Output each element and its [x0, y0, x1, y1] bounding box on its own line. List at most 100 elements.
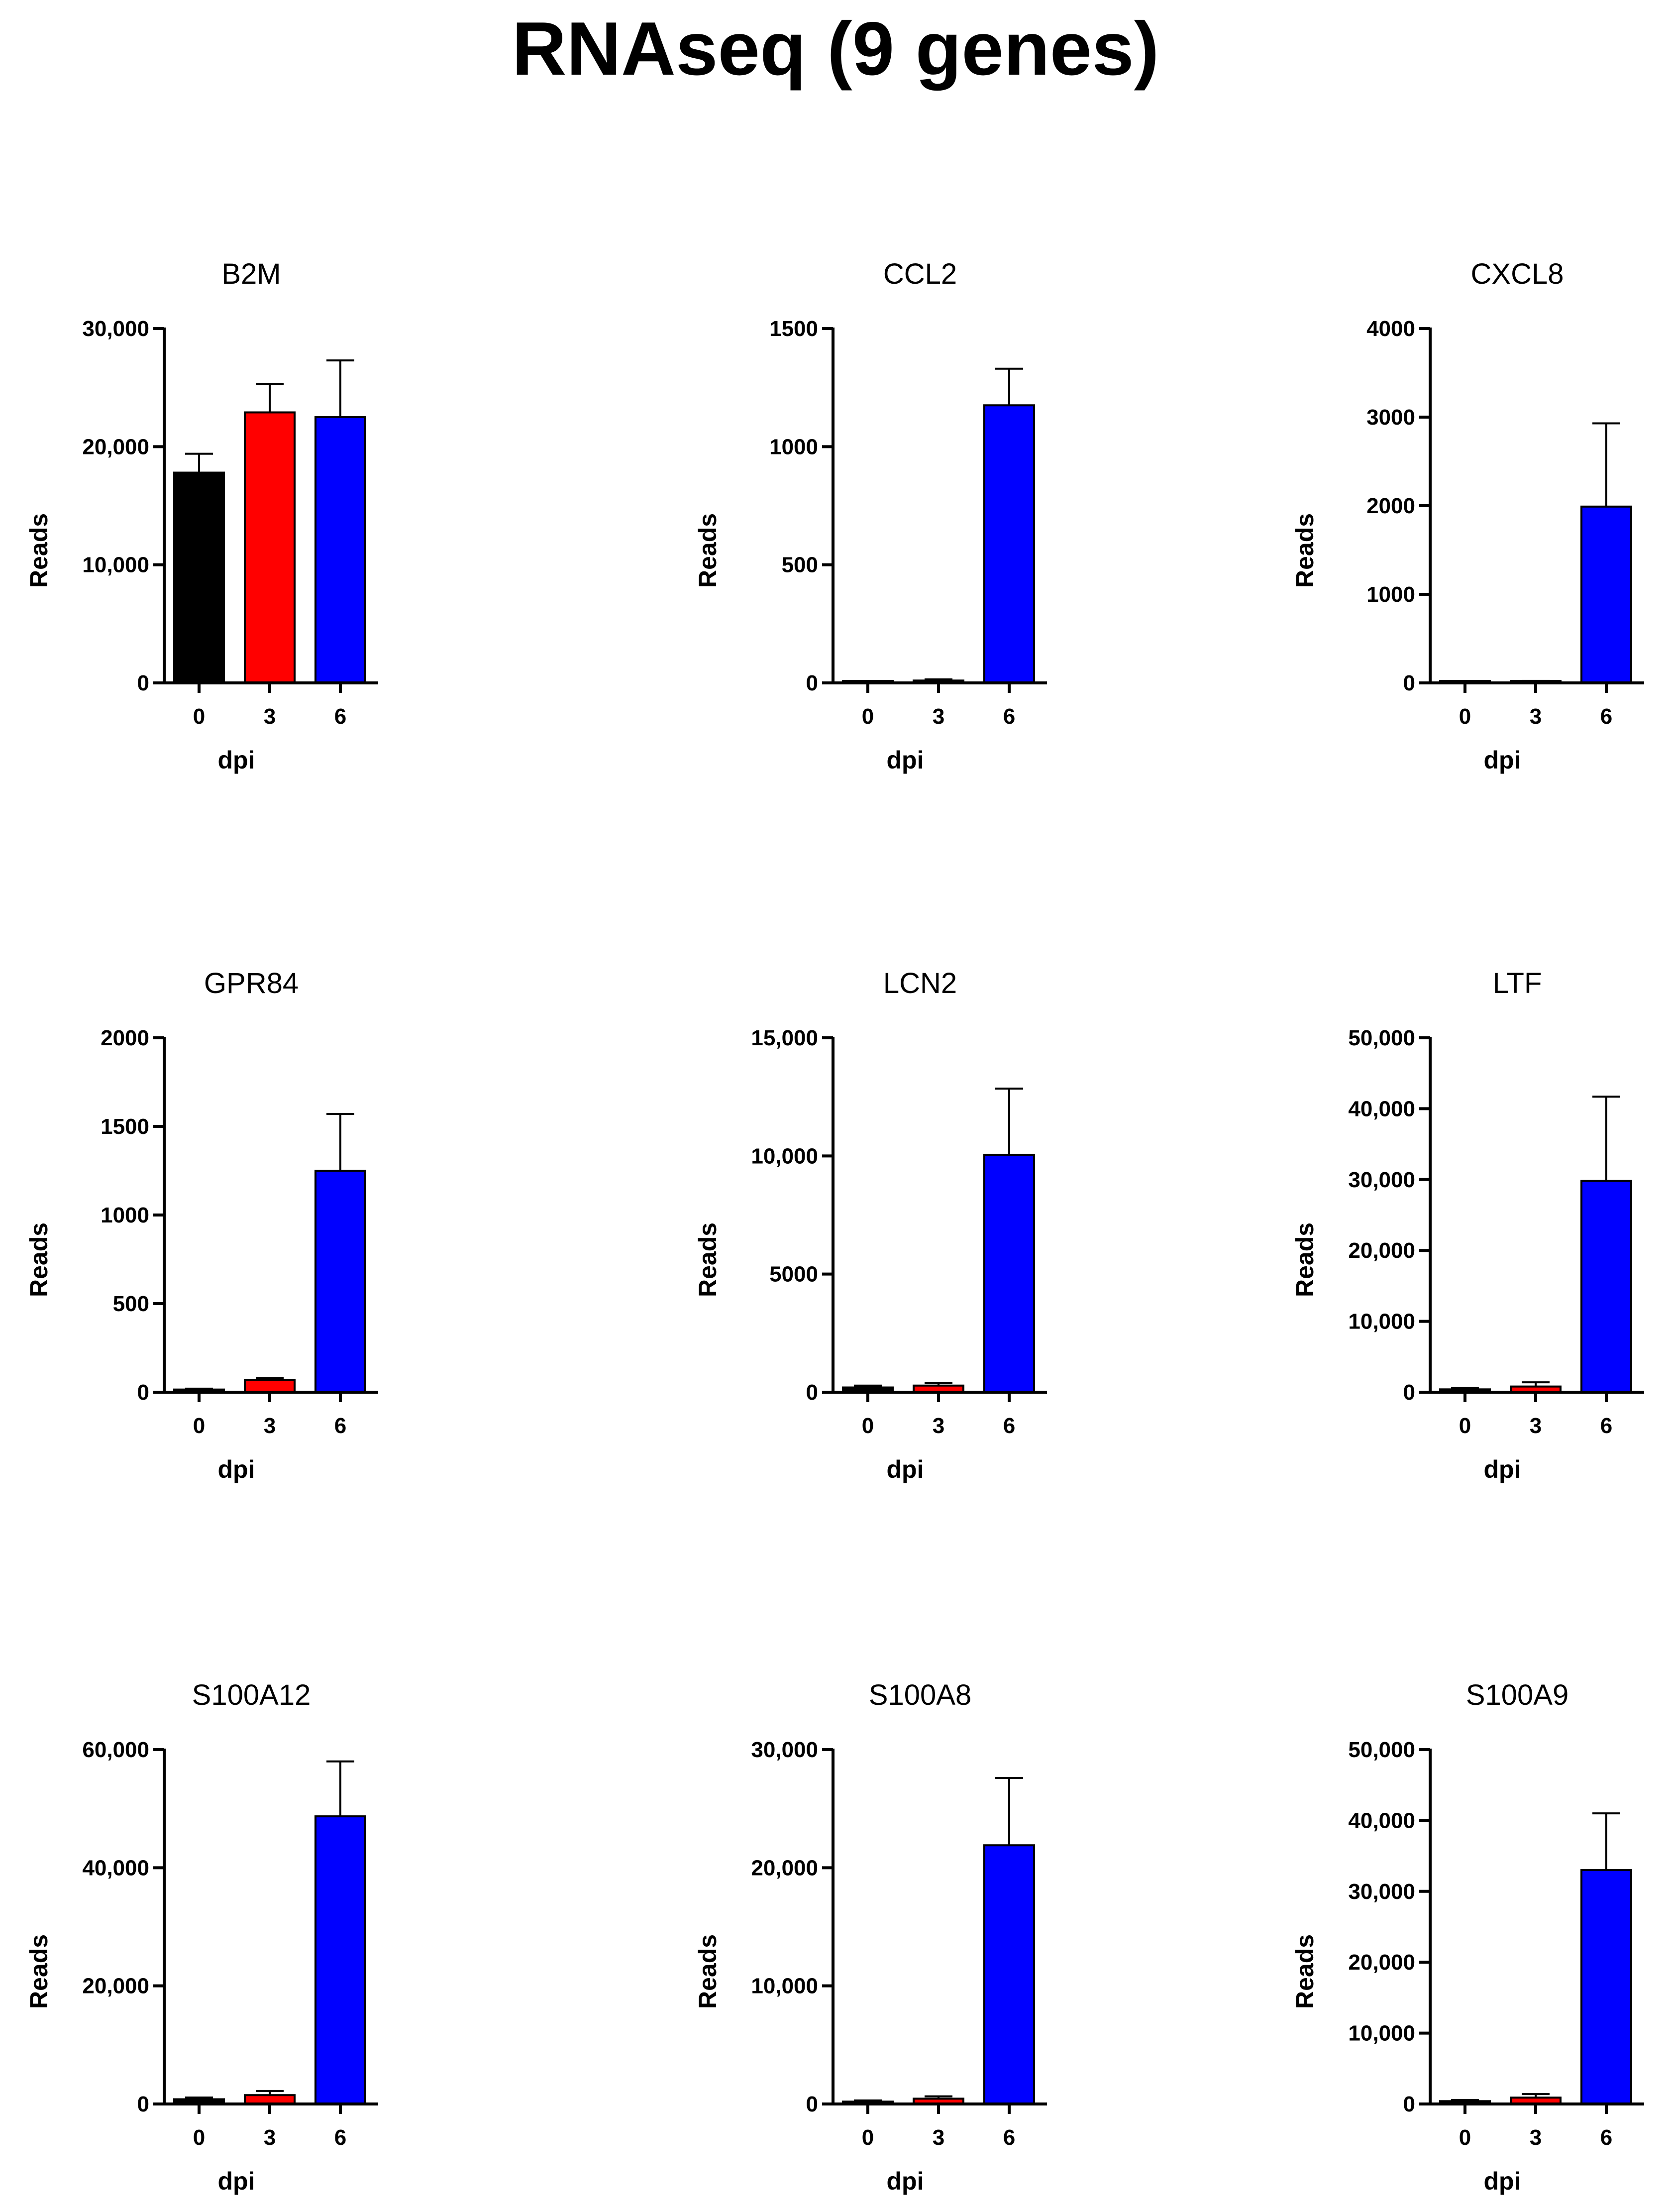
x-axis-label: dpi	[1484, 746, 1521, 774]
y-tick-label: 10,000	[1348, 2021, 1415, 2046]
chart-title: S100A12	[192, 1679, 311, 1711]
chart-s100a8: S100A8 0 10,000 20,000 30,000 0 3 6 dpi Reads	[694, 1679, 1047, 2195]
x-axis-label: dpi	[1484, 1455, 1521, 1483]
y-tick-label: 1500	[101, 1114, 149, 1139]
y-tick-label: 15,000	[751, 1026, 818, 1050]
y-tick-label: 30,000	[1348, 1880, 1415, 1904]
y-axis-label: Reads	[25, 1934, 53, 2009]
x-tick-label: 6	[334, 704, 346, 729]
y-tick-label: 50,000	[1348, 1026, 1415, 1050]
y-tick-label: 0	[806, 671, 818, 695]
bar-dpi-3	[244, 411, 296, 684]
x-axis-label: dpi	[887, 2167, 924, 2195]
y-axis-label: Reads	[1291, 513, 1319, 588]
y-tick-label: 0	[137, 1380, 149, 1405]
x-axis-label: dpi	[887, 746, 924, 774]
bar-dpi-6	[314, 416, 366, 684]
chart-title: CXCL8	[1471, 258, 1564, 290]
x-tick-label: 6	[1003, 2125, 1015, 2150]
y-tick-label: 0	[137, 2092, 149, 2116]
y-tick-label: 10,000	[1348, 1310, 1415, 1334]
x-tick-label: 3	[933, 1414, 944, 1438]
x-axis-label: dpi	[218, 2167, 255, 2195]
x-tick-label: 6	[1600, 704, 1612, 729]
x-tick-label: 6	[334, 1414, 346, 1438]
x-tick-label: 6	[1600, 2125, 1612, 2150]
y-tick-label: 1000	[1366, 582, 1415, 607]
y-tick-label: 500	[113, 1292, 149, 1316]
y-tick-label: 10,000	[751, 1144, 818, 1168]
y-tick-label: 50,000	[1348, 1738, 1415, 1762]
chart-title: S100A9	[1466, 1679, 1568, 1711]
x-tick-label: 3	[264, 2125, 276, 2150]
y-tick-label: 30,000	[82, 317, 149, 341]
chart-title: S100A8	[869, 1679, 971, 1711]
x-tick-label: 3	[1530, 1414, 1542, 1438]
x-tick-label: 3	[1530, 704, 1542, 729]
bar-dpi-3	[244, 1379, 296, 1394]
y-axis-label: Reads	[694, 513, 722, 588]
x-axis-label: dpi	[218, 746, 255, 774]
x-tick-label: 0	[862, 704, 874, 729]
y-tick-label: 0	[806, 2092, 818, 2116]
chart-lcn2: LCN2 0 5000 10,000 15,000 0 3 6 dpi Reads	[694, 967, 1047, 1483]
y-axis-label: Reads	[1291, 1222, 1319, 1297]
y-axis-label: Reads	[25, 513, 53, 588]
x-tick-label: 6	[1003, 1414, 1015, 1438]
y-tick-label: 10,000	[82, 553, 149, 577]
y-tick-label: 20,000	[82, 1974, 149, 1998]
y-tick-label: 60,000	[82, 1738, 149, 1762]
y-tick-label: 20,000	[82, 435, 149, 459]
y-axis-label: Reads	[25, 1222, 53, 1297]
chart-ccl2: CCL2 0 500 1000 1500 0 3 6 dpi Reads	[694, 258, 1047, 774]
chart-s100a9: S100A9 0 10,000 20,000 30,000 40,000 50,000 0 3 6…	[1291, 1679, 1644, 2195]
y-tick-label: 2000	[1366, 494, 1415, 518]
y-tick-label: 0	[806, 1380, 818, 1405]
bar-dpi-6	[983, 404, 1035, 684]
bar-dpi-6	[314, 1170, 366, 1393]
y-tick-label: 0	[1403, 1380, 1415, 1405]
y-tick-label: 0	[1403, 2092, 1415, 2116]
y-tick-label: 20,000	[1348, 1238, 1415, 1263]
y-tick-label: 5000	[769, 1262, 818, 1287]
y-tick-label: 1000	[769, 435, 818, 459]
y-axis-label: Reads	[694, 1222, 722, 1297]
chart-title: CCL2	[883, 258, 957, 290]
chart-title: LCN2	[883, 967, 957, 999]
y-tick-label: 20,000	[1348, 1950, 1415, 1975]
chart-title: GPR84	[204, 967, 299, 999]
x-tick-label: 6	[334, 2125, 346, 2150]
y-tick-label: 0	[137, 671, 149, 695]
x-tick-label: 3	[264, 1414, 276, 1438]
y-tick-label: 30,000	[1348, 1168, 1415, 1192]
chart-title: B2M	[221, 258, 281, 290]
chart-cxcl8: CXCL8 0 1000 2000 3000 4000 0 3 6 dpi Reads	[1291, 258, 1644, 774]
chart-s100a12: S100A12 0 20,000 40,000 60,000 0 3 6 dpi Reads	[25, 1679, 378, 2195]
chart-gpr84: GPR84 0 500 1000 1500 2000 0 3 6 dpi Reads	[25, 967, 378, 1483]
y-tick-label: 40,000	[82, 1856, 149, 1880]
y-tick-label: 40,000	[1348, 1808, 1415, 1833]
chart-b2m: B2M 0 10,000 20,000 30,000 0 3 6 dpi Reads	[25, 258, 378, 774]
x-axis-label: dpi	[218, 1455, 255, 1483]
x-tick-label: 0	[1459, 704, 1471, 729]
bar-dpi-6	[1580, 1869, 1632, 2105]
y-tick-label: 4000	[1366, 317, 1415, 341]
x-tick-label: 0	[862, 2125, 874, 2150]
y-axis-label: Reads	[694, 1934, 722, 2009]
x-tick-label: 0	[862, 1414, 874, 1438]
y-tick-label: 2000	[101, 1026, 149, 1050]
y-axis-label: Reads	[1291, 1934, 1319, 2009]
y-tick-label: 20,000	[751, 1856, 818, 1880]
bar-dpi-6	[314, 1815, 366, 2105]
x-tick-label: 3	[1530, 2125, 1542, 2150]
x-axis-label: dpi	[887, 1455, 924, 1483]
y-tick-label: 10,000	[751, 1974, 818, 1998]
x-tick-label: 0	[193, 1414, 205, 1438]
y-tick-label: 1000	[101, 1203, 149, 1227]
x-tick-label: 0	[1459, 2125, 1471, 2150]
y-tick-label: 40,000	[1348, 1097, 1415, 1121]
page-title: RNAseq (9 genes)	[512, 6, 1159, 91]
x-tick-label: 0	[193, 2125, 205, 2150]
y-tick-label: 3000	[1366, 405, 1415, 430]
x-tick-label: 0	[1459, 1414, 1471, 1438]
